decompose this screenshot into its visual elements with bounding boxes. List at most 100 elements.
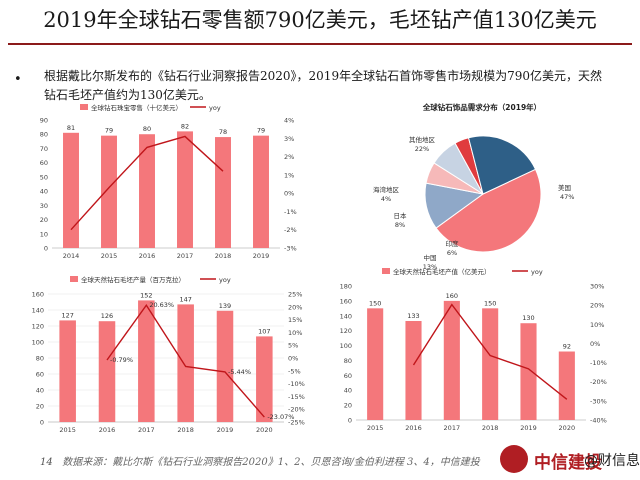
bar: [482, 308, 499, 420]
left-tick-label: 10: [40, 230, 48, 238]
bar: [256, 336, 273, 422]
x-tick-label: 2018: [177, 426, 194, 434]
bar: [367, 308, 384, 420]
right-tick-label: 3%: [284, 135, 294, 143]
left-tick-label: 100: [340, 342, 352, 350]
bar: [59, 320, 76, 422]
pie-slice-percent: 22%: [415, 145, 429, 153]
right-tick-label: -3%: [284, 245, 297, 253]
bar: [216, 310, 234, 422]
yoy-data-label: -23.07%: [267, 413, 294, 421]
right-tick-label: -30%: [590, 397, 607, 405]
bar-data-label: 130: [522, 314, 534, 322]
right-tick-label: -10%: [590, 359, 607, 367]
left-tick-label: 120: [340, 327, 352, 335]
yoy-data-label: 20.63%: [149, 301, 174, 309]
bar: [405, 320, 422, 420]
left-tick-label: 160: [340, 297, 352, 305]
right-tick-label: -2%: [284, 226, 297, 234]
legend-bar-swatch: [80, 104, 88, 110]
bar-data-label: 79: [257, 127, 265, 135]
left-tick-label: 20: [40, 216, 48, 224]
left-tick-label: 0: [348, 417, 352, 425]
bar: [177, 131, 193, 248]
pie-slice-percent: 13%: [423, 263, 437, 271]
right-tick-label: 25%: [288, 291, 302, 299]
bar: [63, 132, 79, 248]
left-tick-label: 0: [44, 245, 48, 253]
bar-data-label: 92: [563, 343, 571, 351]
left-tick-label: 80: [344, 357, 352, 365]
x-tick-label: 2019: [253, 252, 270, 260]
left-tick-label: 30: [40, 202, 48, 210]
page-number: 14: [40, 457, 53, 468]
x-tick-label: 2017: [138, 426, 155, 434]
x-tick-label: 2015: [59, 426, 76, 434]
x-tick-label: 2020: [256, 426, 273, 434]
right-tick-label: 5%: [288, 342, 298, 350]
x-tick-label: 2014: [63, 252, 80, 260]
x-tick-label: 2019: [217, 426, 234, 434]
right-tick-label: 20%: [288, 303, 302, 311]
x-tick-label: 2015: [367, 424, 384, 432]
left-tick-label: 40: [344, 387, 352, 395]
legend-line-label: yoy: [531, 268, 543, 276]
x-tick-label: 2020: [559, 424, 576, 432]
logo-text: 中信建投: [534, 453, 602, 473]
x-tick-label: 2016: [99, 426, 116, 434]
left-tick-label: 20: [344, 402, 352, 410]
right-tick-label: -5%: [288, 367, 301, 375]
brand-logo: 中信建投 @财信息: [500, 441, 640, 477]
yoy-data-label: -0.79%: [110, 356, 133, 364]
bar-data-label: 126: [101, 312, 113, 320]
title-divider: [8, 43, 632, 45]
right-tick-label: -15%: [288, 393, 305, 401]
left-tick-label: 90: [40, 117, 48, 125]
left-tick-label: 40: [40, 188, 48, 196]
bar: [139, 134, 155, 248]
pie-slice-percent: 8%: [395, 221, 405, 229]
bar-data-label: 152: [140, 291, 152, 299]
left-tick-label: 50: [40, 173, 48, 181]
left-tick-label: 100: [32, 339, 44, 347]
bar-data-label: 78: [219, 128, 227, 136]
x-tick-label: 2019: [520, 424, 537, 432]
yoy-line: [70, 135, 224, 231]
bar: [98, 321, 116, 422]
pie-slice-label: 美国: [558, 183, 571, 192]
left-tick-label: 0: [40, 419, 44, 427]
legend-bar-label: 全球钻石珠宝零售（十亿美元）: [91, 103, 182, 112]
bar-data-label: 150: [369, 299, 381, 307]
pie-slice-label: 其他地区: [409, 135, 436, 144]
pie-slice: [467, 135, 537, 195]
left-tick-label: 70: [40, 145, 48, 153]
legend-line-label: yoy: [219, 276, 231, 284]
pie-slice-percent: 4%: [381, 195, 391, 203]
x-tick-label: 2017: [177, 252, 194, 260]
pie-slice-percent: 47%: [560, 193, 574, 201]
x-tick-label: 2016: [405, 424, 422, 432]
bar-data-label: 133: [407, 312, 419, 320]
bar: [520, 323, 537, 420]
bar-data-label: 150: [484, 299, 496, 307]
left-tick-label: 80: [36, 355, 44, 363]
summary-paragraph: 根据戴比尔斯发布的《钻石行业洞察报告2020》，2019年全球钻石首饰零售市场规…: [44, 69, 602, 102]
right-tick-label: 10%: [288, 329, 302, 337]
bar: [138, 300, 155, 422]
right-tick-label: 0%: [284, 190, 294, 198]
logo-subtext: @财信息: [584, 453, 640, 469]
pie-slice-label: 中国: [424, 253, 437, 262]
left-tick-label: 80: [40, 131, 48, 139]
pie-slice-label: 日本: [394, 211, 408, 220]
source-note: 数据来源：戴比尔斯《钻石行业洞察报告2020》1、2、贝恩咨询/金伯利进程 3、…: [62, 457, 480, 468]
bar: [215, 137, 231, 248]
right-tick-label: -10%: [288, 380, 305, 388]
legend-bar-label: 全球天然钻石毛坯产量（百万克拉）: [81, 275, 185, 284]
right-tick-label: 15%: [288, 316, 302, 324]
bar: [443, 300, 460, 420]
left-tick-label: 60: [36, 371, 44, 379]
right-tick-label: 4%: [284, 117, 294, 125]
right-tick-label: -20%: [288, 406, 305, 414]
left-tick-label: 120: [32, 323, 44, 331]
